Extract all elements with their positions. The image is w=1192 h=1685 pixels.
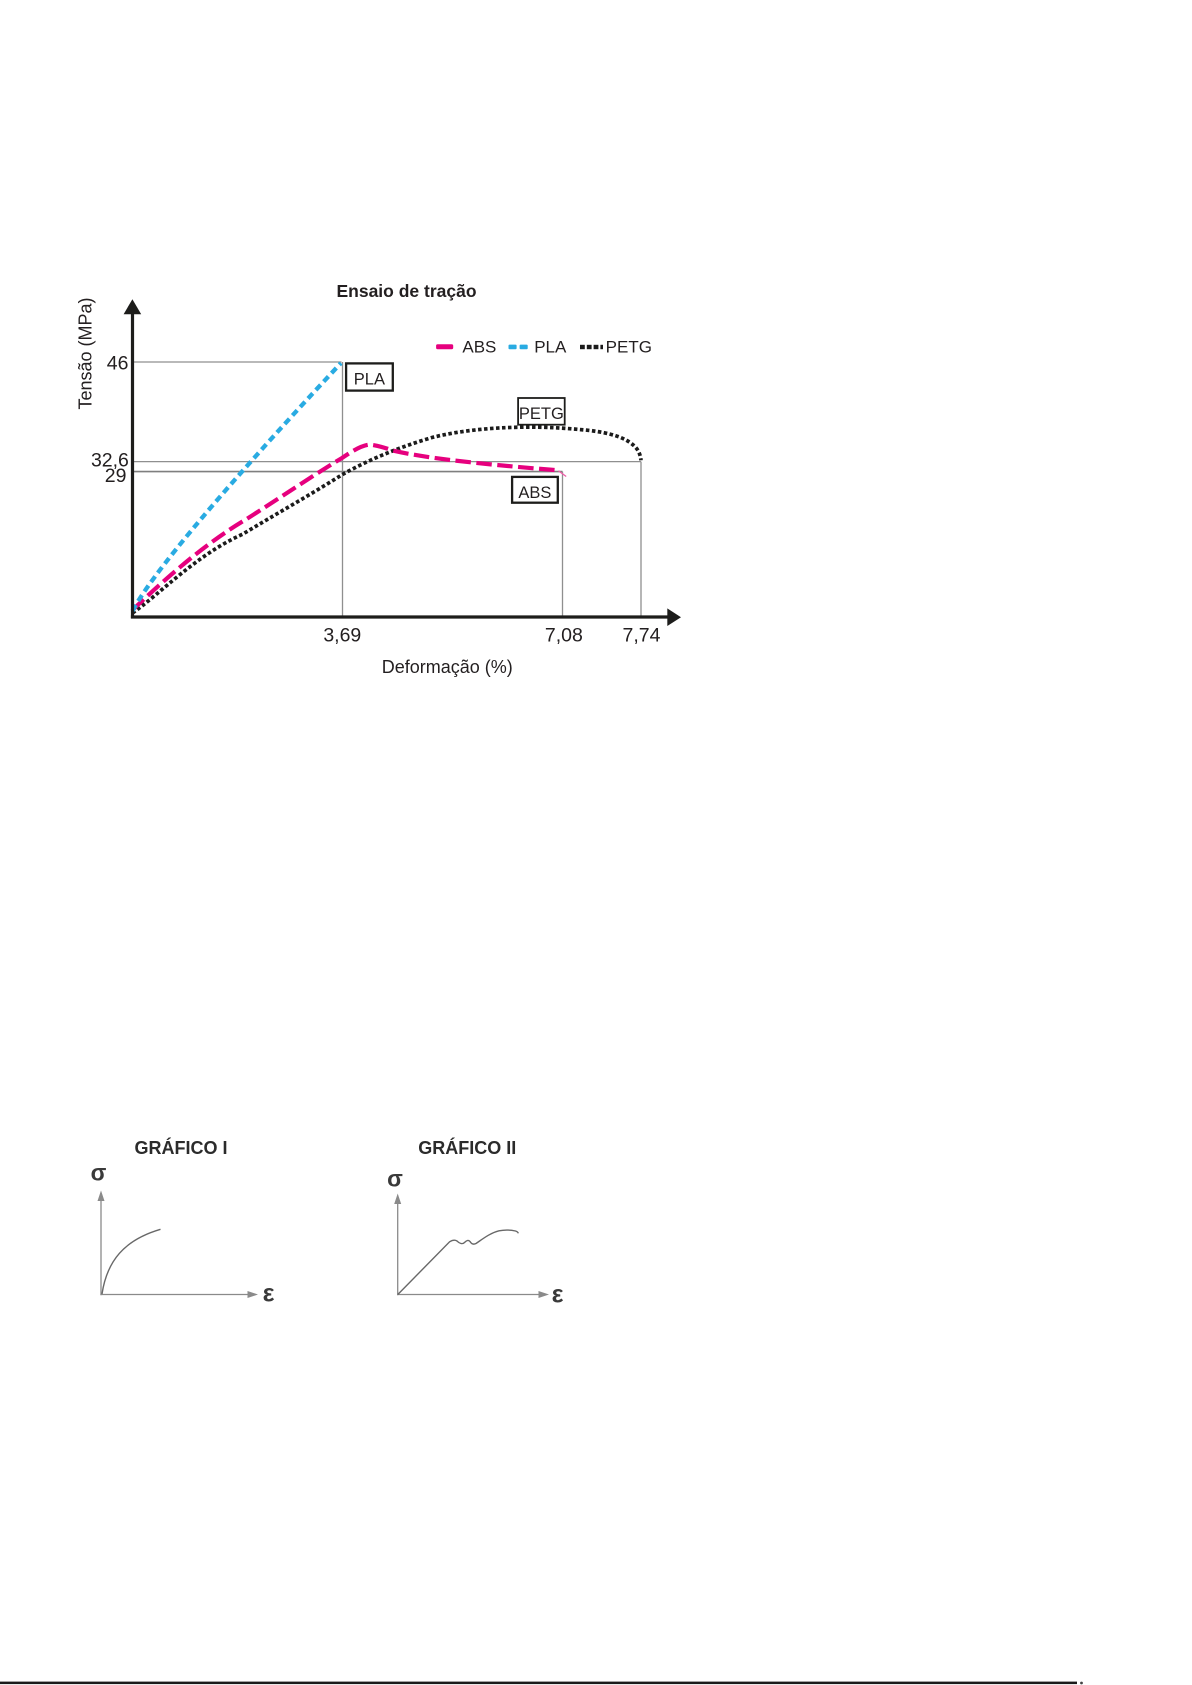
svg-text:Ensaio de tração: Ensaio de tração — [336, 281, 476, 301]
svg-text:7,74: 7,74 — [623, 624, 661, 646]
svg-text:PETG: PETG — [606, 338, 652, 357]
svg-text:GRÁFICO I: GRÁFICO I — [135, 1137, 228, 1158]
svg-text:ε: ε — [263, 1280, 275, 1308]
svg-text:29: 29 — [105, 465, 127, 487]
svg-text:ε: ε — [552, 1281, 564, 1309]
svg-text:σ: σ — [387, 1166, 403, 1192]
svg-text:GRÁFICO II: GRÁFICO II — [418, 1137, 516, 1158]
svg-text:7,08: 7,08 — [545, 624, 583, 646]
svg-text:PLA: PLA — [354, 370, 385, 388]
svg-text:32,6: 32,6 — [91, 450, 129, 472]
svg-text:Tensão (MPa): Tensão (MPa) — [76, 297, 96, 409]
svg-text:ABS: ABS — [462, 338, 496, 357]
svg-text:ABS: ABS — [518, 484, 551, 502]
svg-text:46: 46 — [107, 352, 129, 374]
svg-text:PLA: PLA — [534, 338, 567, 357]
svg-text:3,69: 3,69 — [323, 624, 361, 646]
svg-text:σ: σ — [91, 1160, 107, 1186]
svg-text:PETG: PETG — [519, 405, 564, 423]
svg-text:Deformação (%): Deformação (%) — [382, 657, 513, 677]
